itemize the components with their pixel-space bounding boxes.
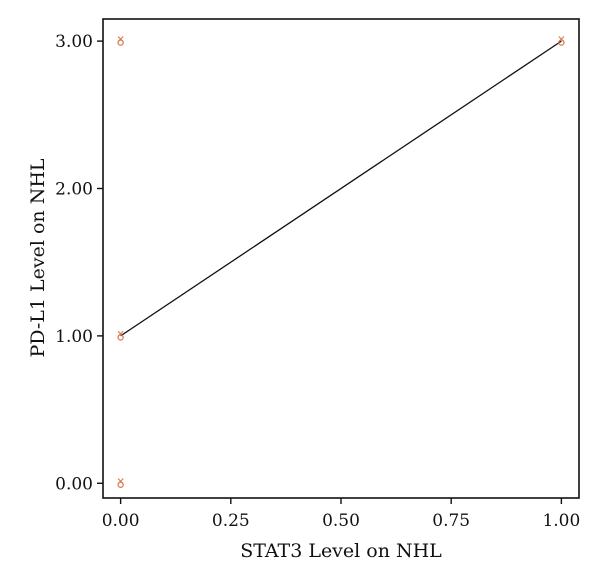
y-tick-label: 2.00 (55, 179, 93, 199)
x-tick-label: 0.00 (102, 511, 140, 531)
point-circle (117, 481, 124, 488)
axis-tick-labels: 0.00 0.25 0.50 0.75 1.00 0.00 1.00 2.00 3.00 (55, 32, 580, 531)
data-point (117, 330, 124, 341)
point-circle (117, 39, 124, 46)
point-cross (117, 330, 124, 337)
y-axis-title: PD-L1 Level on NHL (27, 158, 49, 357)
point-cross (117, 36, 124, 43)
x-tick-label: 0.75 (432, 511, 470, 531)
point-cross (558, 36, 565, 43)
y-tick-label: 1.00 (55, 327, 93, 347)
x-tick-label: 0.25 (212, 511, 250, 531)
point-circle (558, 39, 565, 46)
x-tick-label: 1.00 (542, 511, 580, 531)
data-point (558, 36, 565, 46)
point-circle (117, 334, 124, 341)
point-cross (117, 478, 124, 485)
data-point (117, 478, 124, 488)
fit-line (120, 40, 562, 337)
y-tick-label: 3.00 (55, 32, 93, 52)
x-axis-title: STAT3 Level on NHL (240, 540, 442, 562)
x-tick-label: 0.50 (322, 511, 360, 531)
data-points (117, 36, 565, 488)
data-point (117, 36, 124, 46)
axis-ticks (97, 40, 563, 504)
plot-frame (102, 18, 580, 499)
y-tick-label: 0.00 (55, 474, 93, 494)
